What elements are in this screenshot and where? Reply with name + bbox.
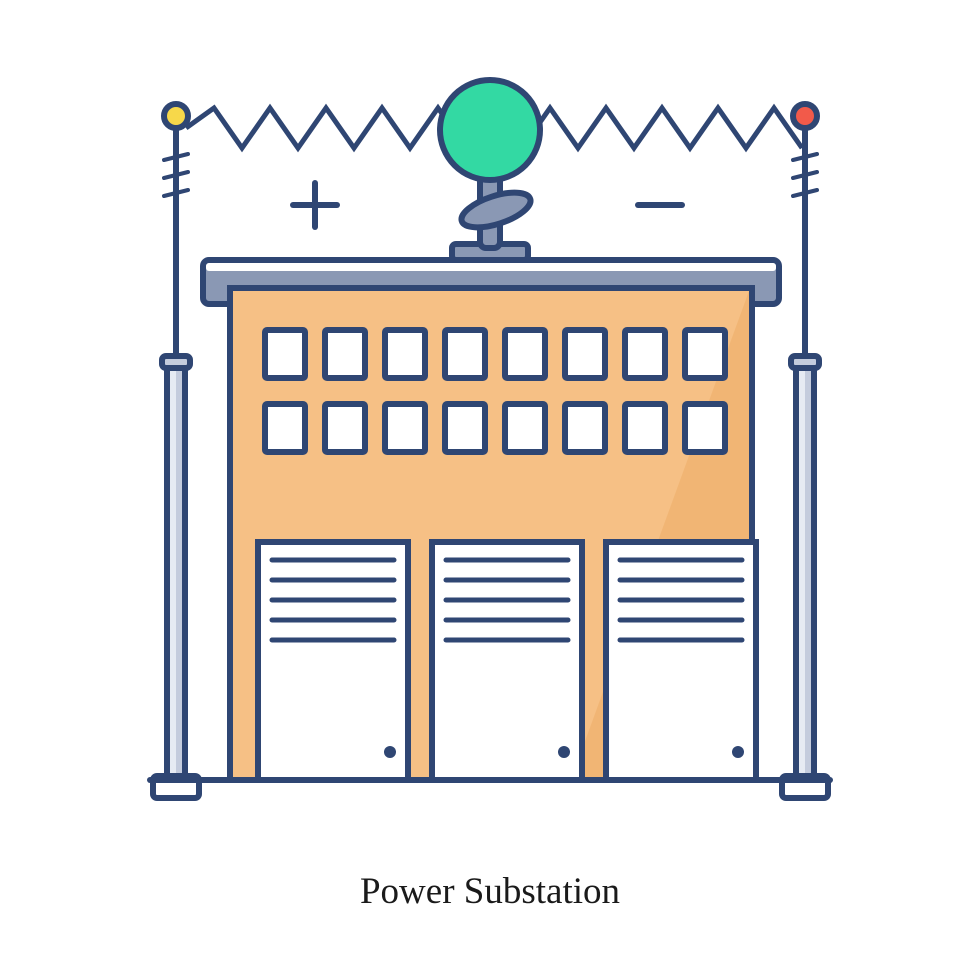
door-1	[258, 542, 408, 780]
door-3	[606, 542, 756, 780]
door-knob	[732, 746, 744, 758]
pole-left	[153, 104, 199, 798]
window	[625, 404, 665, 452]
window	[625, 330, 665, 378]
window	[325, 404, 365, 452]
door-2	[432, 542, 582, 780]
window	[265, 404, 305, 452]
window	[565, 330, 605, 378]
window	[445, 330, 485, 378]
bulb-left	[164, 104, 188, 128]
door-knob	[558, 746, 570, 758]
caption-label: Power Substation	[0, 870, 980, 913]
window	[385, 404, 425, 452]
window	[445, 404, 485, 452]
bulb-right	[793, 104, 817, 128]
pole-right	[782, 104, 828, 798]
orb-band	[457, 186, 534, 235]
window	[265, 330, 305, 378]
window	[565, 404, 605, 452]
door-knob	[384, 746, 396, 758]
window	[325, 330, 365, 378]
illustration-canvas: Power Substation	[0, 0, 980, 980]
orb	[440, 80, 540, 180]
window	[505, 330, 545, 378]
window	[385, 330, 425, 378]
window	[685, 404, 725, 452]
window	[685, 330, 725, 378]
power-substation-icon	[0, 0, 980, 980]
window	[505, 404, 545, 452]
